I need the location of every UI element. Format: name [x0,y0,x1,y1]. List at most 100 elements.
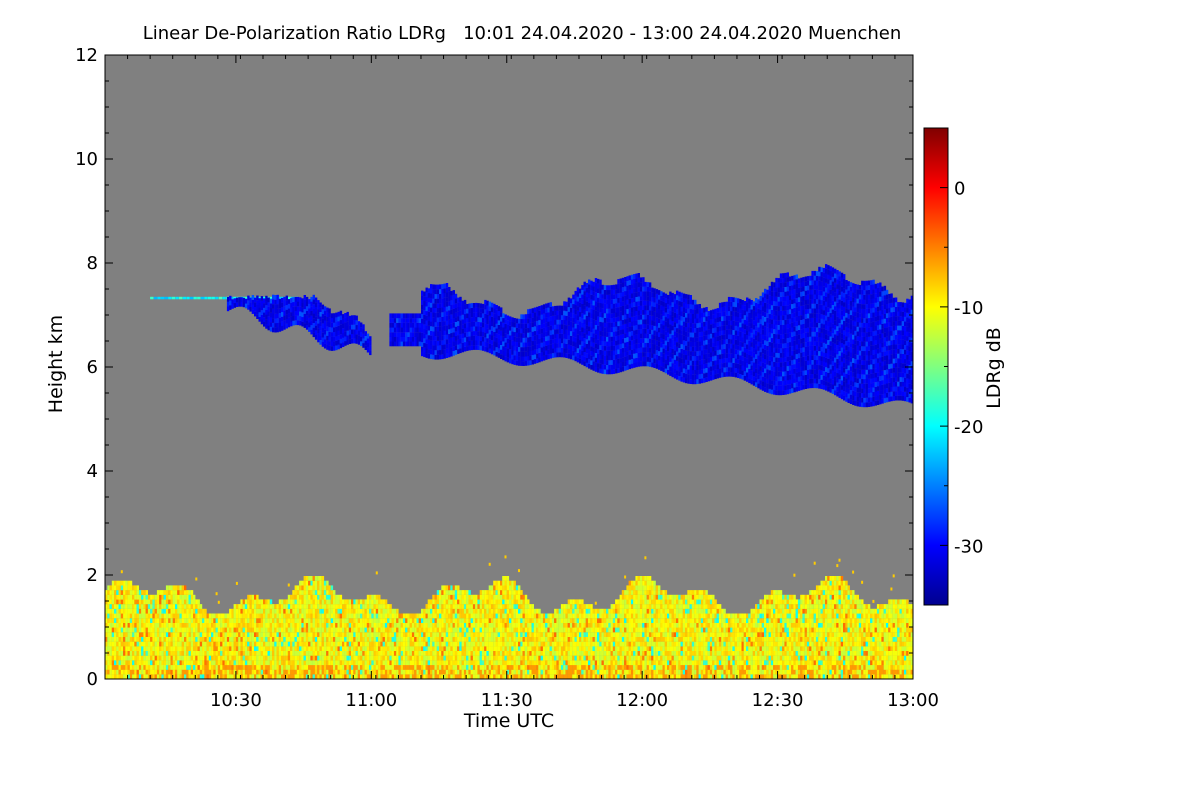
bl-cell [615,632,618,637]
bl-cell [163,627,167,633]
bl-cell [147,665,151,670]
bl-cell [495,622,498,628]
bl-cell [235,618,239,623]
bl-cell [454,627,458,633]
bl-cell [206,618,209,623]
bl-cell [163,636,167,642]
bl-cell [269,660,273,666]
bl-cell [558,665,562,670]
bl-cell [673,660,677,666]
bl-speckle [504,555,507,559]
bl-cell [493,594,496,600]
bl-cell [254,604,257,609]
bl-cell [351,627,354,633]
bl-cell [147,594,151,600]
bl-cell [213,636,216,642]
bl-cell [441,594,444,600]
bl-cell [125,674,128,680]
bl-cell [630,660,634,666]
bl-cell [247,669,250,675]
bl-cell [301,646,304,651]
bl-cell [276,665,279,670]
bl-cell [314,590,318,595]
bl-cell [328,608,331,614]
bl-cell [511,669,514,675]
bl-cell [597,636,600,642]
bl-cell [125,622,128,628]
bl-cell [416,674,419,680]
bl-cell [658,604,661,609]
bl-cell [545,665,548,670]
bl-cell [606,636,609,642]
bl-cell [384,650,388,656]
bl-cell [136,674,139,680]
bl-cell [375,613,379,619]
bl-cell [669,655,672,661]
bl-cell [673,650,677,656]
bl-cell [317,641,320,647]
bl-cell [217,674,221,680]
bl-cell [220,655,223,661]
bl-cell [588,627,591,633]
bl-cell [439,599,442,605]
bl-cell [633,632,636,637]
bl-cell [436,622,440,628]
bl-cell [696,650,699,656]
bl-cell [479,646,483,651]
bl-cell [502,650,505,656]
bl-cell [305,660,309,666]
bl-cell [642,608,645,614]
bl-cell [373,669,376,675]
bl-cell [477,665,480,670]
bl-cell [186,655,189,661]
bl-cell [260,613,264,619]
bl-cell [256,618,259,623]
bl-cell [448,655,451,661]
bl-cell [150,599,153,605]
bl-cell [439,660,442,666]
bl-cell [608,613,611,619]
bl-cell [676,650,679,656]
bl-cell [107,641,110,647]
bl-cell [393,655,397,661]
bl-cell [314,641,318,647]
bl-cell [628,613,631,619]
bl-cell [310,660,313,666]
bl-cell [727,618,731,623]
bl-cell [387,622,390,628]
bl-cell [188,627,191,633]
bl-cell [651,660,654,666]
bl-cell [123,580,126,586]
bl-cell [709,660,713,666]
bl-cell [301,613,304,619]
bl-cell [547,669,550,675]
bl-cell [292,613,295,619]
bl-cell [718,650,722,656]
bl-cell [694,665,697,670]
bl-cell [348,627,352,633]
bl-cell [411,660,415,666]
bl-cell [470,641,473,647]
bl-cell [375,599,379,605]
bl-cell [716,627,719,633]
bl-cell [669,608,672,614]
bl-cell [244,604,248,609]
bl-cell [597,622,600,628]
bl-cell [116,674,119,680]
bl-cell [226,669,230,675]
bl-cell [326,669,329,675]
bl-cell [619,604,622,609]
bl-cell [389,669,392,675]
bl-cell [486,632,489,637]
bl-cell [202,660,205,666]
bl-cell [256,646,259,651]
bl-cell [689,618,692,623]
bl-cell [335,665,338,670]
bl-cell [642,585,645,591]
bl-cell [610,618,613,623]
bl-cell [159,590,162,595]
bl-cell [639,636,643,642]
bl-cell [493,622,496,628]
bl-cell [378,632,381,637]
bl-cell [344,646,347,651]
